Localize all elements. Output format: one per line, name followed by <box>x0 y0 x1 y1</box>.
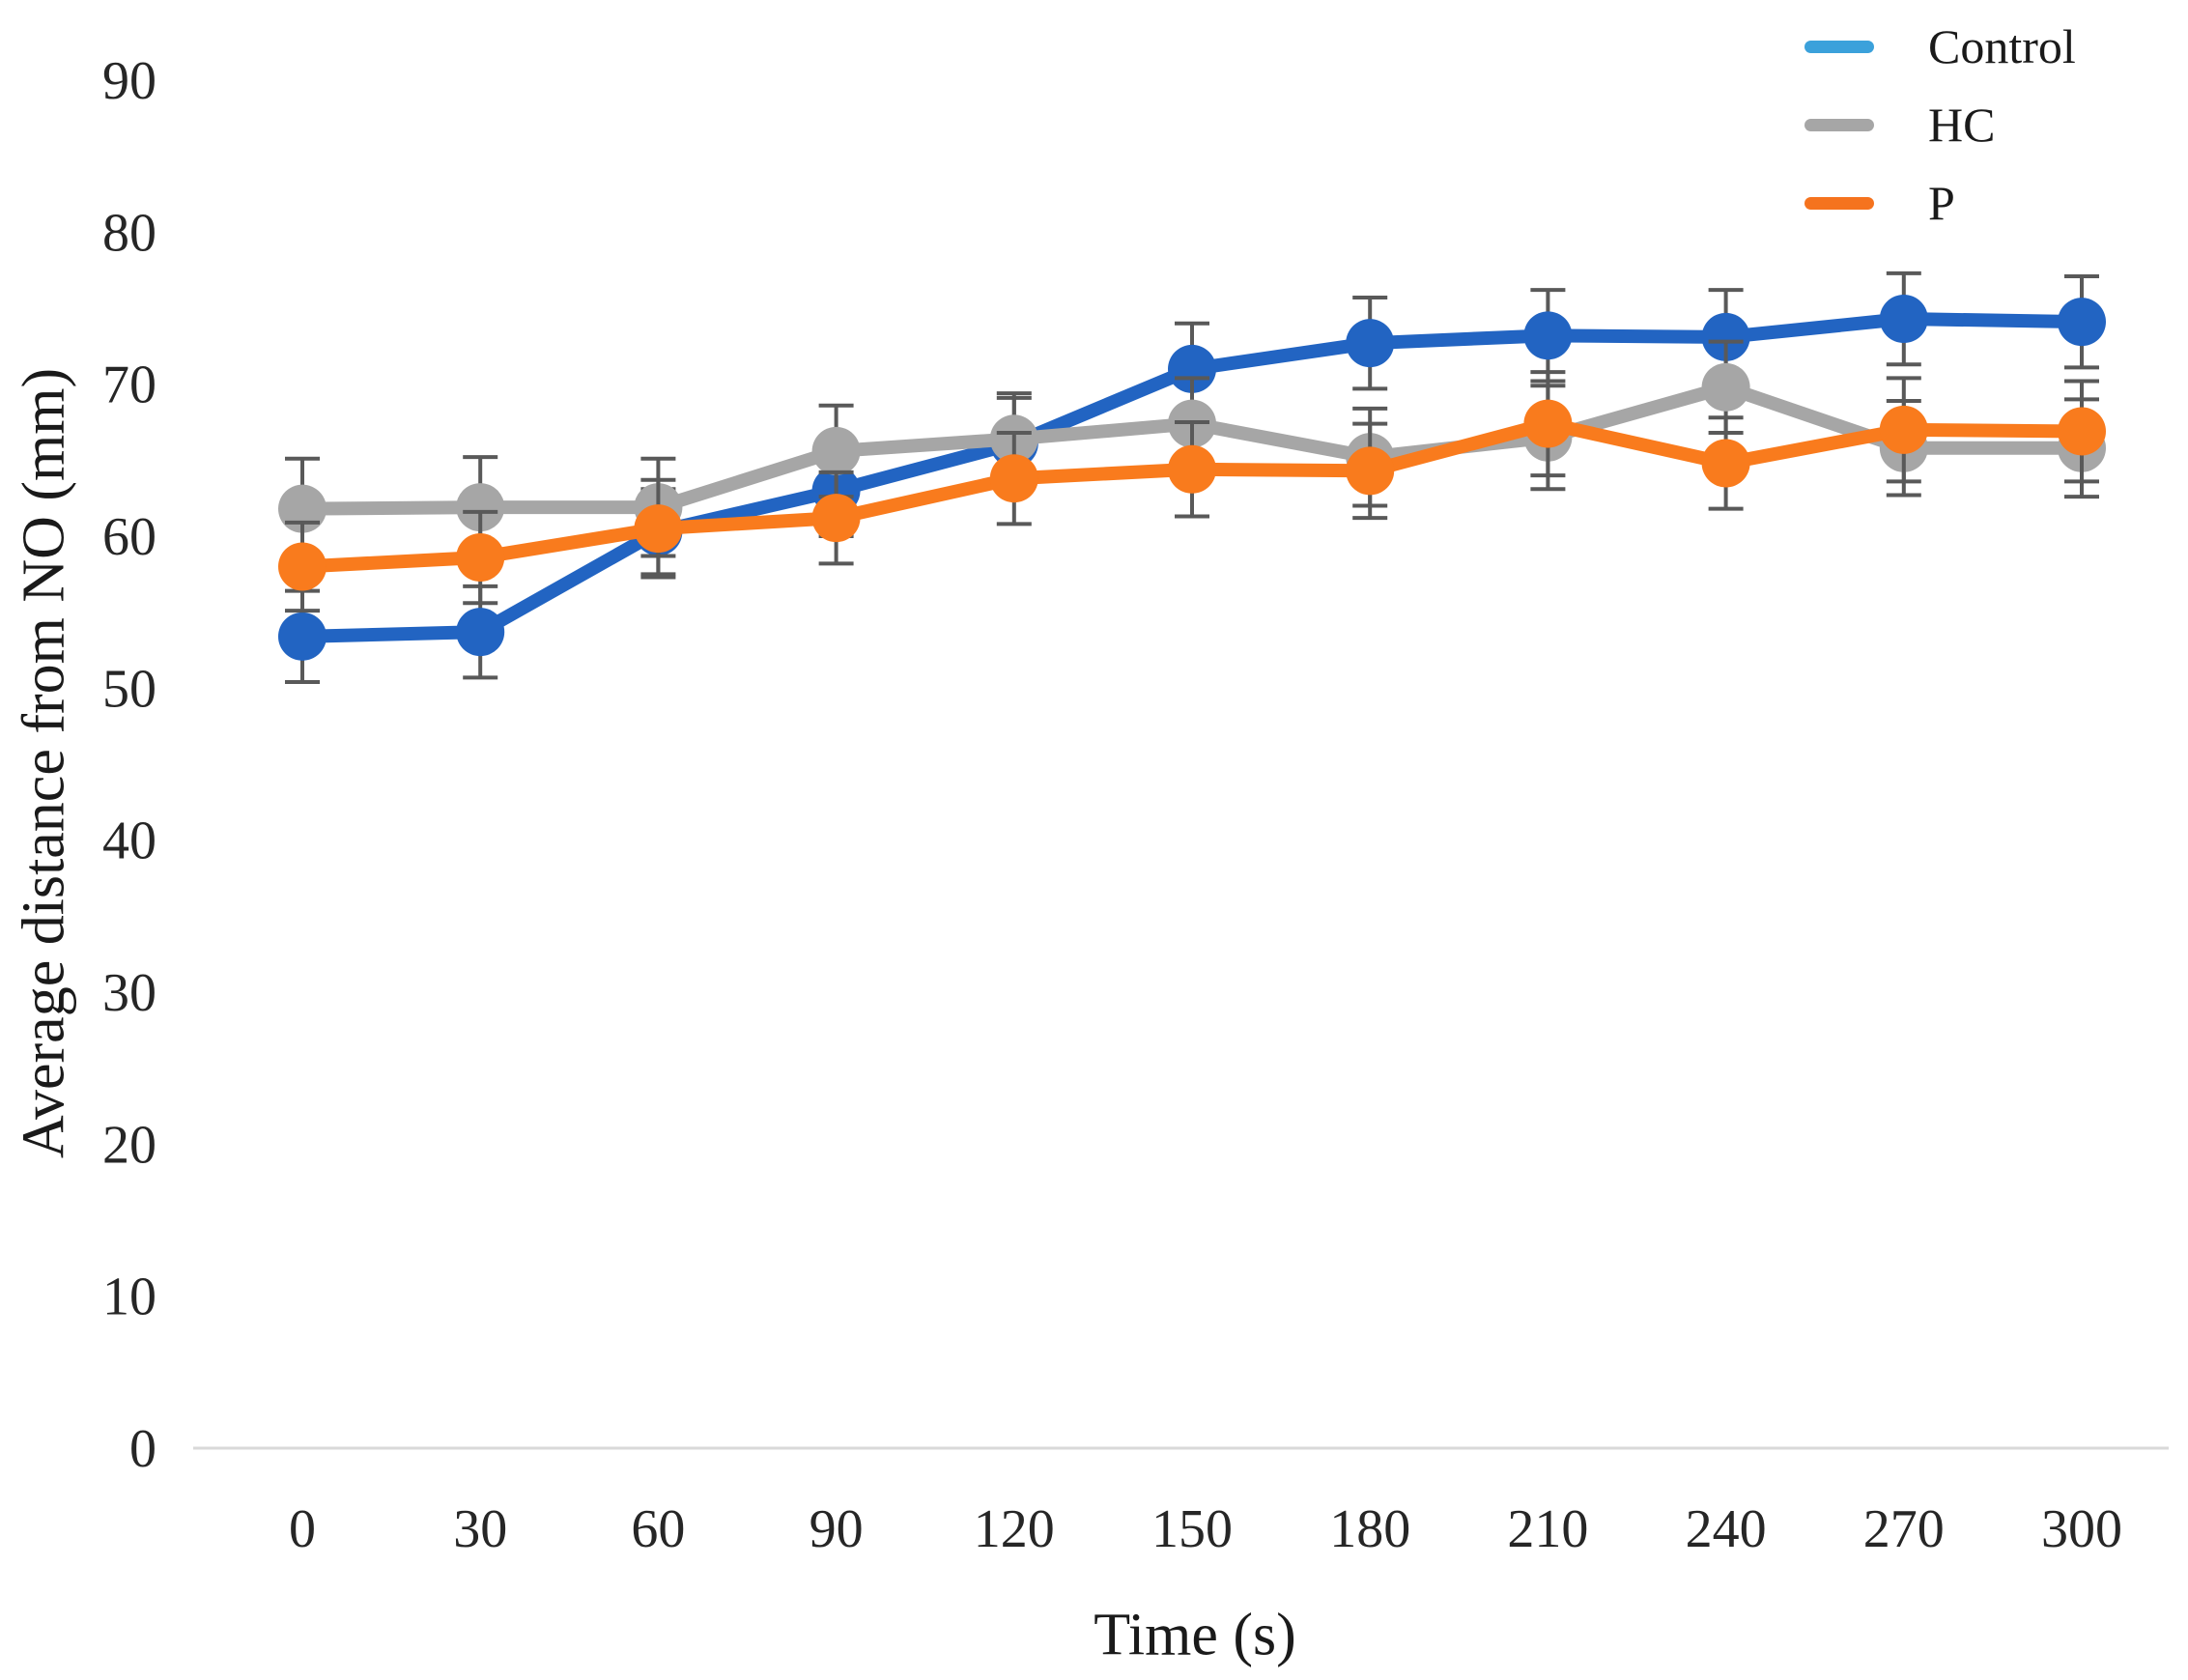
y-tick-label: 70 <box>102 356 156 415</box>
y-tick-label: 20 <box>102 1115 156 1175</box>
legend: Control HC P <box>1804 16 2076 233</box>
data-point-hc <box>811 426 861 475</box>
x-tick-label: 150 <box>1151 1499 1233 1559</box>
legend-swatch-hc <box>1804 118 1874 131</box>
legend-item-p: P <box>1804 173 2076 233</box>
data-point-control <box>1879 295 1928 344</box>
data-point-control <box>1168 344 1216 393</box>
x-tick-label: 60 <box>631 1499 685 1559</box>
data-point-control <box>278 612 327 661</box>
legend-label-p: P <box>1928 176 1955 230</box>
data-point-p <box>1168 444 1216 494</box>
y-tick-label: 60 <box>102 507 156 567</box>
data-point-p <box>278 542 327 591</box>
data-point-hc <box>1701 362 1750 412</box>
y-tick-label: 80 <box>102 203 156 263</box>
y-tick-label: 30 <box>102 963 156 1023</box>
data-point-p <box>2058 407 2106 456</box>
legend-label-control: Control <box>1928 19 2076 73</box>
data-point-p <box>1523 399 1573 448</box>
data-point-control <box>1346 319 1395 368</box>
x-tick-label: 90 <box>810 1499 864 1559</box>
data-point-p <box>989 454 1038 503</box>
legend-swatch-p <box>1804 196 1874 210</box>
x-tick-label: 180 <box>1329 1499 1410 1559</box>
legend-swatch-control <box>1804 40 1874 53</box>
x-tick-label: 300 <box>2041 1499 2122 1559</box>
data-point-control <box>2058 298 2106 347</box>
y-tick-label: 10 <box>102 1267 156 1327</box>
x-tick-label: 30 <box>453 1499 507 1559</box>
data-point-p <box>634 504 683 554</box>
y-axis-title: Average distance from NO (mm) <box>11 367 77 1159</box>
y-tick-label: 50 <box>102 659 156 719</box>
legend-item-hc: HC <box>1804 95 2076 155</box>
data-point-p <box>811 494 861 543</box>
data-point-p <box>1346 446 1395 496</box>
x-axis-title: Time (s) <box>1094 1602 1296 1668</box>
x-tick-label: 120 <box>974 1499 1055 1559</box>
data-point-p <box>1879 405 1928 454</box>
data-point-p <box>456 533 505 583</box>
data-point-p <box>1701 439 1750 488</box>
legend-label-hc: HC <box>1928 98 1996 152</box>
data-point-control <box>1523 311 1573 360</box>
x-tick-label: 270 <box>1863 1499 1945 1559</box>
y-tick-label: 40 <box>102 812 156 871</box>
data-point-control <box>1701 312 1750 361</box>
legend-item-control: Control <box>1804 16 2076 76</box>
data-point-hc <box>456 483 505 532</box>
y-tick-label: 0 <box>129 1419 156 1479</box>
x-tick-label: 210 <box>1507 1499 1588 1559</box>
x-tick-label: 240 <box>1686 1499 1767 1559</box>
data-point-control <box>456 608 505 657</box>
x-tick-label: 0 <box>289 1499 316 1559</box>
y-tick-label: 90 <box>102 51 156 111</box>
